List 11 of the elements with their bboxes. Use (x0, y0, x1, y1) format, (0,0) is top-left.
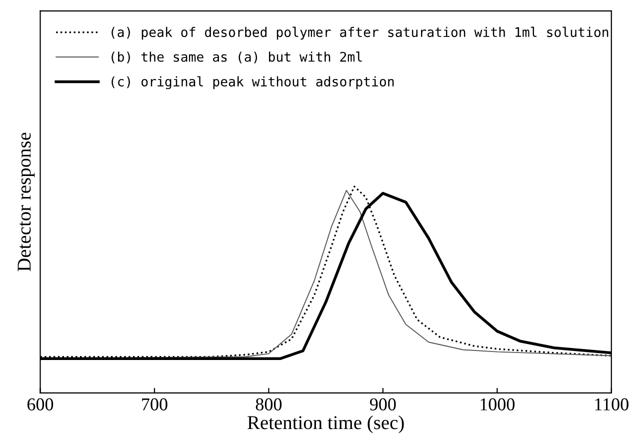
legend-label: (c) original peak without adsorption (112, 76, 394, 90)
x-tick-label: 600 (27, 398, 54, 410)
x-tick-label: 800 (256, 398, 282, 410)
y-axis-title: Detector response (18, 132, 35, 272)
legend-label: (a) peak of desorbed polymer after saturation with 1ml solution (112, 26, 608, 40)
x-axis-title: Retention time (sec) (248, 416, 404, 434)
x-tick-label: 1000 (480, 398, 515, 410)
x-tick-label: 900 (370, 398, 396, 410)
x-tick-label: 1100 (595, 398, 628, 410)
legend-label: (b) the same as (a) but with 2ml (112, 52, 362, 64)
x-tick-label: 700 (142, 398, 168, 410)
